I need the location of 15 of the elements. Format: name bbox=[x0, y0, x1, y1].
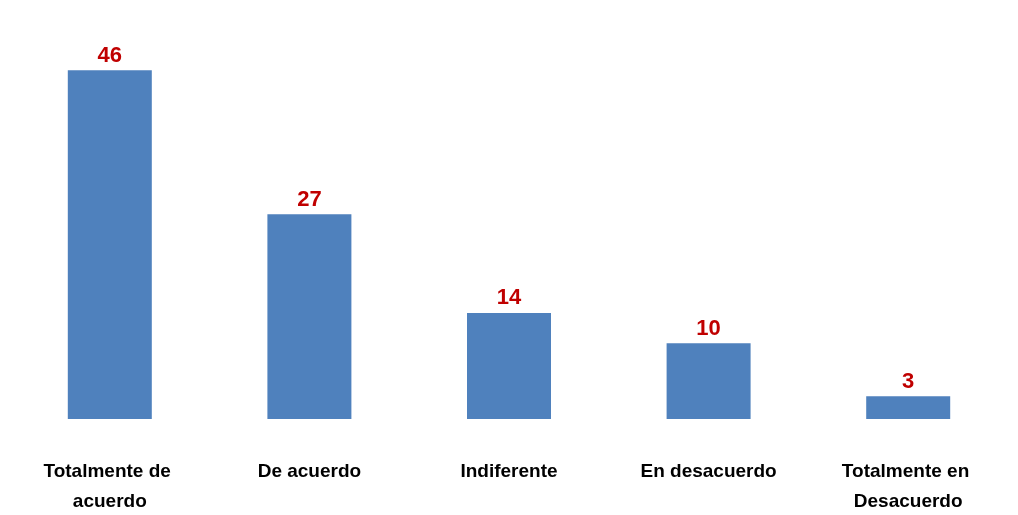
bar bbox=[866, 396, 951, 419]
data-label: 46 bbox=[97, 41, 123, 67]
bar bbox=[666, 343, 751, 419]
bar bbox=[267, 214, 352, 419]
x-tick-label: En desacuerdo bbox=[640, 459, 777, 481]
bar bbox=[467, 312, 551, 419]
x-tick-label: Totalmente en Desacuerdo bbox=[841, 459, 975, 511]
x-tick-label: Indiferente bbox=[460, 459, 558, 481]
x-tick-label: De acuerdo bbox=[257, 459, 362, 481]
data-label: 14 bbox=[496, 284, 522, 310]
data-label: 3 bbox=[902, 367, 915, 393]
x-tick-label: Totalmente de acuerdo bbox=[43, 459, 177, 511]
bar bbox=[67, 70, 152, 419]
data-label: 10 bbox=[696, 314, 721, 340]
data-label: 27 bbox=[297, 185, 322, 211]
